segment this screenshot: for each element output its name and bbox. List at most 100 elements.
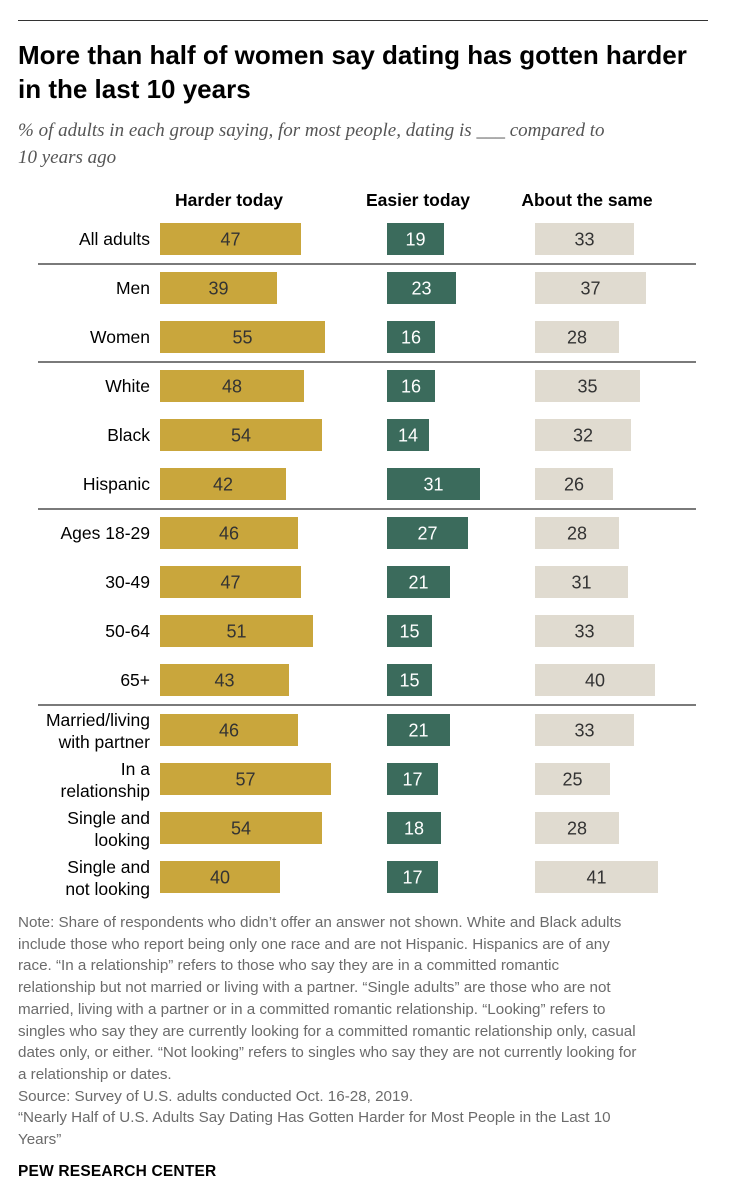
bar-same: [535, 763, 610, 795]
report-title-line: “Nearly Half of U.S. Adults Say Dating H…: [18, 1109, 611, 1127]
bar-same: [535, 223, 634, 255]
data-label-easier: 21: [408, 721, 428, 741]
bar-easier: [387, 664, 432, 696]
bar-easier: [387, 468, 480, 500]
data-label-harder: 54: [231, 819, 251, 839]
bar-harder: [160, 615, 313, 647]
bar-easier: [387, 714, 450, 746]
bar-harder: [160, 468, 286, 500]
data-label-harder: 46: [219, 524, 239, 544]
data-label-easier: 19: [405, 230, 425, 250]
bar-same: [535, 517, 619, 549]
legend-easier: Easier today: [366, 190, 470, 210]
data-label-easier: 15: [399, 671, 419, 691]
row-label: with partner: [58, 732, 151, 752]
data-label-easier: 23: [411, 279, 431, 299]
row-label: Married/living: [46, 710, 150, 730]
data-label-easier: 17: [402, 770, 422, 790]
note-line: Note: Share of respondents who didn’t of…: [18, 914, 622, 931]
data-label-easier: 16: [401, 328, 421, 348]
data-label-harder: 46: [219, 721, 239, 741]
bar-easier: [387, 419, 429, 451]
note-line: include those who report being only one …: [18, 935, 610, 953]
data-label-same: 33: [574, 230, 594, 250]
data-label-harder: 39: [208, 279, 228, 299]
report-title-line: Years”: [18, 1131, 62, 1149]
bar-harder: [160, 419, 322, 451]
data-label-same: 33: [574, 721, 594, 741]
data-label-same: 32: [573, 426, 593, 446]
bar-harder: [160, 861, 280, 893]
bar-same: [535, 566, 628, 598]
legend-harder: Harder today: [175, 190, 283, 210]
data-label-easier: 21: [408, 573, 428, 593]
data-label-harder: 55: [232, 328, 252, 348]
row-label: Black: [107, 425, 150, 445]
bar-easier: [387, 517, 468, 549]
bar-same: [535, 714, 634, 746]
data-label-same: 40: [585, 671, 605, 691]
data-label-same: 31: [571, 573, 591, 593]
bar-harder: [160, 714, 298, 746]
data-label-easier: 16: [401, 377, 421, 397]
bar-same: [535, 812, 619, 844]
chart-subtitle-line-2: 10 years ago: [18, 147, 117, 168]
chart-subtitle-line-1: % of adults in each group saying, for mo…: [18, 120, 605, 141]
data-label-same: 37: [580, 279, 600, 299]
pew-brand-logo: PEW RESEARCH CENTER: [18, 1163, 217, 1180]
row-label: All adults: [79, 229, 150, 249]
bar-harder: [160, 664, 289, 696]
row-label: Women: [90, 327, 150, 347]
data-label-same: 26: [564, 475, 584, 495]
data-label-same: 25: [562, 770, 582, 790]
data-label-same: 35: [577, 377, 597, 397]
data-label-same: 28: [567, 819, 587, 839]
bar-harder: [160, 763, 331, 795]
row-label: 50-64: [105, 621, 150, 641]
bar-harder: [160, 517, 298, 549]
note-line: singles who say they are currently looki…: [18, 1022, 636, 1040]
row-label: looking: [95, 830, 150, 850]
bar-easier: [387, 223, 444, 255]
data-label-same: 33: [574, 622, 594, 642]
row-label: Ages 18-29: [60, 523, 150, 543]
row-label: Single and: [67, 808, 150, 828]
chart-title-line-1: More than half of women say dating has g…: [18, 40, 687, 70]
data-label-easier: 14: [398, 426, 418, 446]
data-label-harder: 48: [222, 377, 242, 397]
bar-easier: [387, 763, 438, 795]
data-label-same: 28: [567, 328, 587, 348]
bar-easier: [387, 370, 435, 402]
note-line: dates only, or either. “Not looking” ref…: [18, 1044, 637, 1062]
data-label-easier: 18: [404, 819, 424, 839]
data-label-harder: 47: [220, 230, 240, 250]
row-label: not looking: [65, 879, 150, 899]
legend-same: About the same: [521, 190, 653, 210]
data-label-easier: 17: [402, 868, 422, 888]
data-label-harder: 57: [235, 770, 255, 790]
row-label: White: [105, 376, 150, 396]
row-label: Hispanic: [83, 474, 150, 494]
bar-same: [535, 419, 631, 451]
bar-easier: [387, 812, 441, 844]
data-label-harder: 43: [214, 671, 234, 691]
data-label-easier: 27: [417, 524, 437, 544]
bar-same: [535, 321, 619, 353]
row-label: relationship: [61, 781, 151, 801]
bar-harder: [160, 272, 277, 304]
row-label: 65+: [120, 670, 150, 690]
row-label: 30-49: [105, 572, 150, 592]
bar-harder: [160, 370, 304, 402]
bar-harder: [160, 812, 322, 844]
bar-harder: [160, 223, 301, 255]
data-label-harder: 40: [210, 868, 230, 888]
note-line: race. “In a relationship” refers to thos…: [18, 957, 560, 975]
source-line: Source: Survey of U.S. adults conducted …: [18, 1087, 414, 1105]
data-label-harder: 54: [231, 426, 251, 446]
data-label-easier: 31: [423, 475, 443, 495]
bar-easier: [387, 566, 450, 598]
note-line: a relationship or dates.: [18, 1065, 172, 1083]
row-label: Single and: [67, 857, 150, 877]
bar-same: [535, 370, 640, 402]
bar-same: [535, 468, 613, 500]
